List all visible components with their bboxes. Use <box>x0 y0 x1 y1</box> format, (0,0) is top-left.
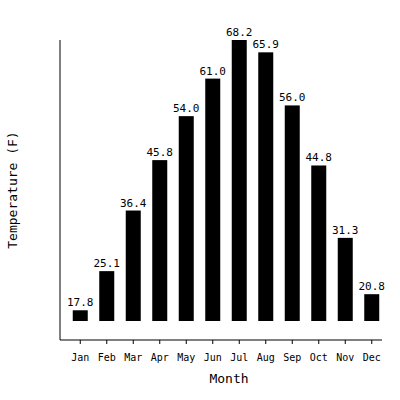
x-tick-label: Feb <box>98 352 116 363</box>
data-label: 54.0 <box>173 102 200 115</box>
data-label: 61.0 <box>200 65 227 78</box>
data-label: 31.3 <box>332 224 359 237</box>
x-tick <box>292 340 293 344</box>
x-tick <box>186 340 187 344</box>
data-label: 65.9 <box>253 38 280 51</box>
x-tick-label: Jul <box>230 352 248 363</box>
data-label: 20.8 <box>359 280 386 293</box>
bar <box>364 294 379 321</box>
x-tick-label: Jan <box>71 352 89 363</box>
chart-svg: 17.8 25.1 36.4 45.8 54.0 61.0 68.265.9 56.0 44.8… <box>0 0 400 400</box>
chart-container: 17.8 25.1 36.4 45.8 54.0 61.0 68.265.9 56.0 44.8… <box>0 0 400 400</box>
data-label: 45.8 <box>147 146 174 159</box>
bar <box>285 105 300 321</box>
data-label: 68.2 <box>226 26 253 39</box>
x-tick-label: May <box>177 352 195 363</box>
x-tick-label: Oct <box>310 352 328 363</box>
x-tick-label: Mar <box>124 352 142 363</box>
bar <box>152 160 167 321</box>
bar <box>99 271 114 321</box>
bars <box>73 40 380 321</box>
x-tick <box>212 340 213 344</box>
x-tick-label: Nov <box>336 352 354 363</box>
x-tick-label: Jun <box>204 352 222 363</box>
x-tick-label: Dec <box>363 352 381 363</box>
x-axis-label: Month <box>209 371 248 386</box>
bar <box>338 238 353 321</box>
bar <box>205 79 220 321</box>
x-tick <box>371 340 372 344</box>
x-tick <box>106 340 107 344</box>
bar <box>311 165 326 321</box>
x-tick <box>159 340 160 344</box>
bar <box>258 52 273 321</box>
x-tick <box>318 340 319 344</box>
x-tick-label: Apr <box>151 352 169 363</box>
bar <box>232 40 247 321</box>
bar <box>73 310 88 321</box>
x-tick-label: Aug <box>257 352 275 363</box>
x-tick <box>80 340 81 344</box>
x-axis-line <box>60 340 382 341</box>
data-label: 36.4 <box>120 197 147 210</box>
x-tick-label: Sep <box>283 352 301 363</box>
data-label: 44.8 <box>306 151 333 164</box>
x-tick <box>345 340 346 344</box>
y-axis-line <box>60 40 61 340</box>
data-label: 17.8 <box>67 296 94 309</box>
bar <box>179 116 194 321</box>
x-tick <box>239 340 240 344</box>
data-label: 56.0 <box>279 91 306 104</box>
x-tick <box>133 340 134 344</box>
x-tick <box>265 340 266 344</box>
bar <box>126 211 141 321</box>
y-axis-label: Temperature (F) <box>5 131 20 248</box>
data-label: 25.1 <box>94 257 121 270</box>
